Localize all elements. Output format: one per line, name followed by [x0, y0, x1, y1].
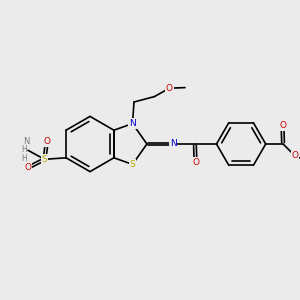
- Text: O: O: [279, 122, 286, 130]
- Text: O: O: [44, 137, 50, 146]
- Text: N: N: [129, 119, 136, 128]
- Text: S: S: [130, 160, 135, 169]
- Text: N: N: [23, 137, 30, 146]
- Text: O: O: [292, 152, 298, 160]
- Text: O: O: [166, 84, 173, 93]
- Text: H: H: [21, 154, 27, 163]
- Text: S: S: [42, 155, 47, 164]
- Text: N: N: [170, 140, 177, 148]
- Text: O: O: [25, 163, 32, 172]
- Text: H: H: [21, 145, 27, 154]
- Text: O: O: [192, 158, 199, 167]
